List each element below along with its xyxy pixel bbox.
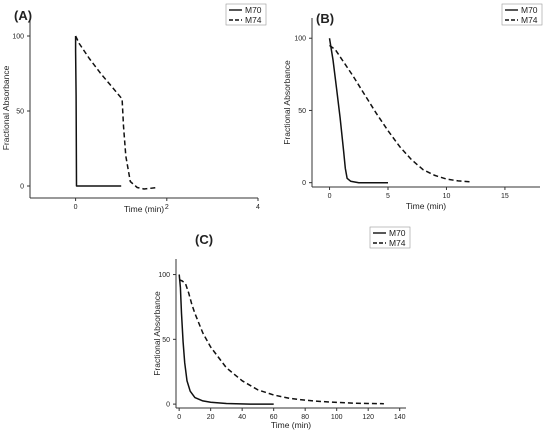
x-tick-label: 5	[386, 193, 390, 200]
y-tick-label: 50	[16, 109, 24, 116]
series-line-m74	[178, 279, 384, 405]
legend-label-m70: M70	[245, 5, 262, 15]
x-tick-label: 10	[443, 193, 451, 200]
y-tick-label: 100	[158, 272, 170, 279]
y-axis-title: Fractional Absorbance	[1, 65, 11, 150]
panel-label: (C)	[195, 232, 213, 247]
y-axis-title: Fractional Absorbance	[282, 60, 292, 145]
panel-b: 0 5 10 15 0 50 100 Time (min) Fractional Absorba…	[282, 3, 543, 211]
x-tick-label: 0	[74, 204, 78, 211]
x-tick-label: 40	[238, 414, 246, 421]
series-line-m70	[178, 274, 274, 405]
series-line-m74	[329, 44, 470, 183]
legend-label-m70: M70	[521, 5, 538, 15]
x-tick-label: 0	[328, 193, 332, 200]
x-tick-label: 20	[207, 414, 215, 421]
y-tick-label: 100	[294, 36, 306, 43]
legend-label-m74: M74	[521, 15, 538, 25]
x-tick-label: 140	[394, 414, 406, 421]
panel-label: (A)	[14, 8, 32, 23]
y-tick-label: 50	[162, 337, 170, 344]
x-axis-title: Time (min)	[124, 204, 164, 214]
x-tick-label: 2	[165, 204, 169, 211]
panel-label: (B)	[316, 11, 334, 26]
series-line-m74	[74, 35, 158, 190]
x-tick-label: 120	[362, 414, 374, 421]
y-tick-label: 0	[166, 402, 170, 409]
x-tick-label: 0	[177, 414, 181, 421]
x-tick-label: 80	[301, 414, 309, 421]
x-axis-title: Time (min)	[271, 420, 311, 430]
y-tick-label: 100	[12, 34, 24, 41]
panel-c: 0 20 40 60 80 100 120 140 0 50 100 Time (min) Fracti…	[152, 226, 411, 430]
y-tick-label: 0	[302, 180, 306, 187]
series-line-m70	[328, 38, 388, 184]
legend-label-m70: M70	[389, 228, 406, 238]
x-tick-label: 4	[256, 204, 260, 211]
x-axis-title: Time (min)	[406, 201, 446, 211]
y-axis-title: Fractional Absorbance	[152, 291, 162, 376]
series-line-m70	[74, 36, 122, 187]
x-tick-label: 100	[331, 414, 343, 421]
y-tick-label: 50	[298, 108, 306, 115]
panel-a: 0 2 4 0 50 100 Time (min) Fractional Absorbance…	[1, 3, 267, 214]
y-tick-label: 0	[20, 184, 24, 191]
legend-label-m74: M74	[389, 238, 406, 248]
x-tick-label: 60	[270, 414, 278, 421]
legend-label-m74: M74	[245, 15, 262, 25]
x-tick-label: 15	[501, 193, 509, 200]
